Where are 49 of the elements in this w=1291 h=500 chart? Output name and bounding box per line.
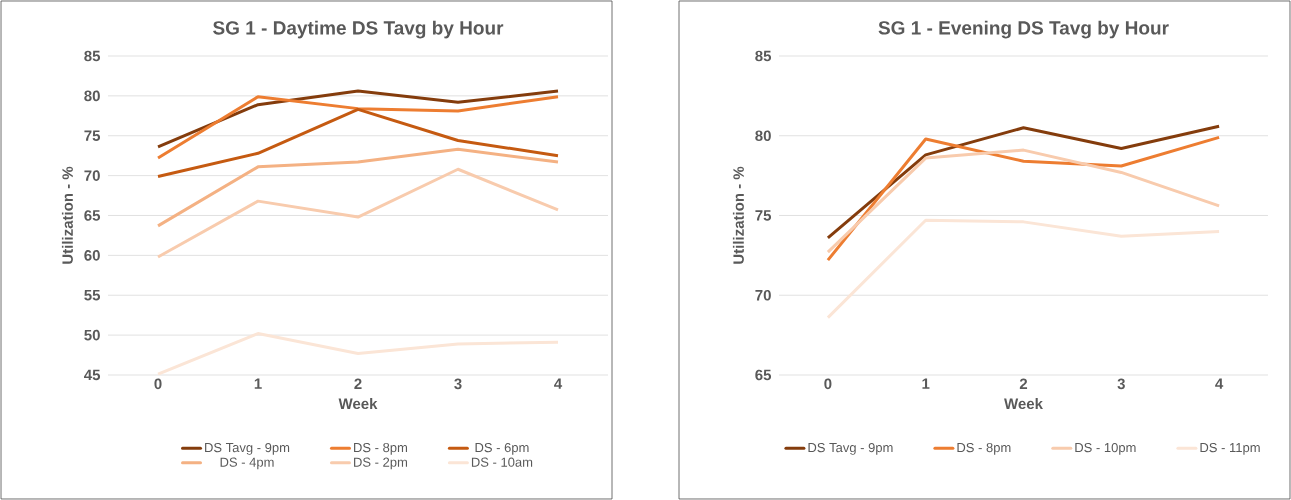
chart-title: SG 1 - Daytime DS Tavg by Hour [213,20,504,39]
line-series [156,167,560,259]
legend-label: DS - 6pm [475,442,529,455]
y-tick-label: 50 [84,329,100,341]
y-tick-label: 75 [84,130,101,141]
x-axis-title: Week [338,398,378,410]
x-tick-label: 2 [1019,378,1028,389]
x-tick-label: 0 [824,378,832,390]
y-tick-label: 65 [755,369,772,381]
legend-label: DS - 10am [471,457,533,467]
y-tick-label: 65 [84,210,101,221]
line-series [156,89,560,149]
line-series [156,107,560,178]
y-tick-label: 80 [755,130,771,142]
x-tick-label: 3 [454,378,462,390]
line-series [156,147,560,228]
legend-label: DS - 11pm [1200,442,1260,455]
x-tick-label: 0 [154,378,162,390]
y-axis-title: Utilization - % [732,166,744,264]
legend-label: DS - 4pm [220,457,274,470]
legend-label: DS - 8pm [354,442,408,455]
y-tick-label: 55 [84,290,101,301]
y-tick-label: 75 [755,210,772,221]
chart-title: SG 1 - Evening DS Tavg by Hour [878,20,1169,39]
legend-label: DS - 8pm [957,442,1011,455]
x-axis-title: Week [1004,398,1043,410]
line-series [156,95,560,160]
legend-label: DS - 10pm [1075,442,1136,455]
line-series [826,148,1221,254]
y-axis-title: Utilization - % [61,166,73,264]
x-tick-label: 2 [354,378,362,389]
x-tick-label: 1 [254,378,262,389]
y-tick-label: 45 [84,369,101,381]
y-tick-label: 85 [84,50,101,62]
x-tick-label: 4 [554,378,563,389]
legend-label: DS Tavg - 9pm [808,442,893,455]
y-tick-label: 60 [84,250,100,261]
y-tick-label: 70 [84,170,100,181]
legend-label: DS Tavg - 9pm [205,442,290,455]
x-tick-label: 1 [922,378,930,389]
y-tick-label: 80 [84,90,100,102]
y-tick-label: 85 [755,50,772,62]
line-series [826,124,1221,240]
line-series [156,332,560,375]
y-tick-label: 70 [755,289,771,301]
x-tick-label: 3 [1117,378,1125,390]
line-series [826,218,1221,320]
x-tick-label: 4 [1215,378,1224,389]
legend-label: DS - 2pm [354,457,408,470]
